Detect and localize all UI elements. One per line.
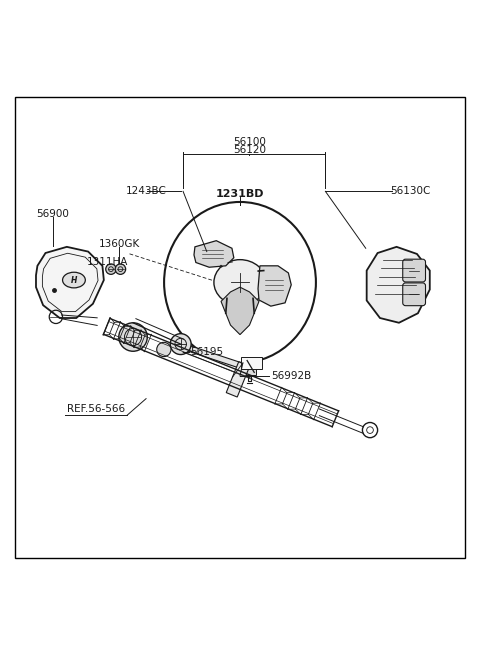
FancyBboxPatch shape (403, 283, 425, 306)
Ellipse shape (214, 259, 266, 305)
Polygon shape (226, 362, 250, 397)
Text: 1311HA: 1311HA (86, 257, 128, 267)
Text: 1243BC: 1243BC (126, 186, 167, 196)
Text: REF.56-566: REF.56-566 (67, 404, 125, 414)
Circle shape (119, 323, 147, 351)
Text: 56130C: 56130C (391, 186, 431, 196)
Ellipse shape (62, 272, 85, 288)
Circle shape (106, 264, 116, 274)
Circle shape (170, 333, 191, 354)
Text: 1231BD: 1231BD (216, 189, 264, 198)
Text: H: H (71, 276, 77, 284)
Bar (244, 367, 256, 375)
FancyBboxPatch shape (403, 259, 425, 282)
Polygon shape (36, 247, 104, 318)
Circle shape (115, 264, 126, 274)
Polygon shape (194, 240, 234, 267)
Text: 56900: 56900 (36, 209, 69, 219)
Polygon shape (221, 287, 259, 335)
Text: 56120: 56120 (233, 145, 266, 155)
Circle shape (156, 343, 171, 356)
Text: 1360GK: 1360GK (98, 239, 140, 249)
Text: 56100: 56100 (233, 136, 266, 147)
FancyBboxPatch shape (241, 357, 262, 369)
Polygon shape (367, 247, 430, 323)
Text: 56992B: 56992B (271, 371, 311, 381)
Polygon shape (182, 344, 241, 368)
Polygon shape (258, 266, 291, 306)
Text: 56195: 56195 (190, 347, 223, 357)
